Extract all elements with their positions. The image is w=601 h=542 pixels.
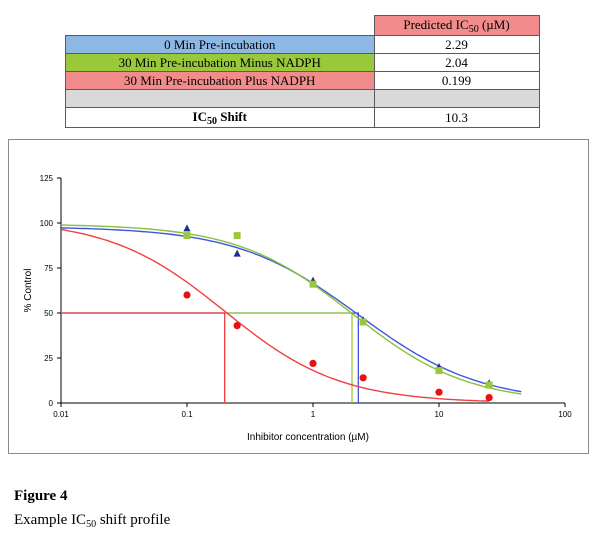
ic50-guide-line — [61, 312, 226, 403]
caption-suffix: shift profile — [96, 512, 171, 528]
table-row: 0 Min Pre-incubation 2.29 — [65, 35, 540, 54]
data-point-square — [233, 232, 241, 240]
x-tick-label: 0.1 — [181, 410, 193, 419]
shift-label: IC50 Shift — [65, 107, 375, 128]
row-label-0min: 0 Min Pre-incubation — [65, 35, 375, 54]
table-row: 30 Min Pre-incubation Minus NADPH 2.04 — [65, 53, 540, 72]
row-label-30min-plus: 30 Min Pre-incubation Plus NADPH — [65, 71, 375, 90]
data-point-circle — [233, 322, 241, 330]
table-spacer-row — [65, 89, 540, 108]
row-value-30min-plus: 0.199 — [373, 71, 540, 90]
table-row: 30 Min Pre-incubation Plus NADPH 0.199 — [65, 71, 540, 90]
y-axis-label: % Control — [23, 269, 34, 313]
caption-subscript: 50 — [86, 519, 97, 530]
ic50-guide-line — [61, 312, 353, 403]
figure-title: Figure 4 — [14, 488, 68, 504]
x-tick-label: 1 — [311, 410, 316, 419]
table-header-ic50: Predicted IC50 (µM) — [373, 15, 540, 36]
x-axis-label: Inhibitor concentration (µM) — [247, 432, 369, 443]
data-point-circle — [183, 291, 191, 299]
ic50-table: Predicted IC50 (µM) 0 Min Pre-incubation… — [65, 15, 540, 128]
shift-label-subscript: 50 — [206, 116, 217, 127]
row-value-0min: 2.29 — [373, 35, 540, 54]
y-tick-label: 75 — [44, 264, 53, 273]
y-tick-label: 125 — [40, 174, 54, 183]
data-point-triangle — [183, 224, 191, 232]
figure-caption: Example IC50 shift profile — [14, 512, 171, 530]
data-point-square — [485, 381, 493, 389]
x-tick-label: 10 — [435, 410, 444, 419]
caption-text: Example IC — [14, 512, 87, 528]
spacer-cell — [65, 89, 375, 108]
fit-curve — [60, 228, 490, 402]
data-point-square — [359, 318, 367, 326]
header-text: Predicted IC — [403, 17, 469, 32]
table-shift-row: IC50 Shift 10.3 — [65, 107, 540, 128]
table-corner-cell — [66, 16, 375, 36]
data-point-triangle — [233, 249, 241, 257]
ic50-shift-chart: 0 25 50 75 100 125 0.01 0.1 1 10 100 Inhibitor conc… — [23, 174, 572, 443]
x-tick-label: 100 — [558, 410, 572, 419]
data-point-circle — [359, 374, 367, 382]
y-tick-label: 0 — [49, 399, 54, 408]
data-point-circle — [435, 388, 443, 396]
x-tick-label: 0.01 — [53, 410, 69, 419]
fit-curve — [60, 227, 522, 393]
fit-curve — [60, 224, 522, 395]
header-subscript: 50 — [468, 24, 479, 35]
row-value-30min-minus: 2.04 — [373, 53, 540, 72]
table-header-row: Predicted IC50 (µM) — [66, 15, 540, 36]
row-label-30min-minus: 30 Min Pre-incubation Minus NADPH — [65, 53, 375, 72]
spacer-cell — [373, 89, 540, 108]
chart-frame: 0 25 50 75 100 125 0.01 0.1 1 10 100 Inhibitor conc… — [8, 139, 589, 454]
shift-value: 10.3 — [373, 107, 540, 128]
data-point-circle — [309, 359, 317, 367]
header-unit: (µM) — [478, 17, 510, 32]
data-point-square — [309, 280, 317, 288]
y-tick-label: 100 — [40, 219, 54, 228]
y-tick-label: 50 — [44, 309, 53, 318]
data-point-circle — [485, 394, 493, 402]
shift-label-text: IC — [192, 109, 207, 124]
y-tick-label: 25 — [44, 354, 53, 363]
shift-label-suffix: Shift — [216, 109, 247, 124]
data-point-square — [183, 232, 191, 240]
ic50-guide-line — [61, 312, 359, 403]
data-point-square — [435, 367, 443, 375]
